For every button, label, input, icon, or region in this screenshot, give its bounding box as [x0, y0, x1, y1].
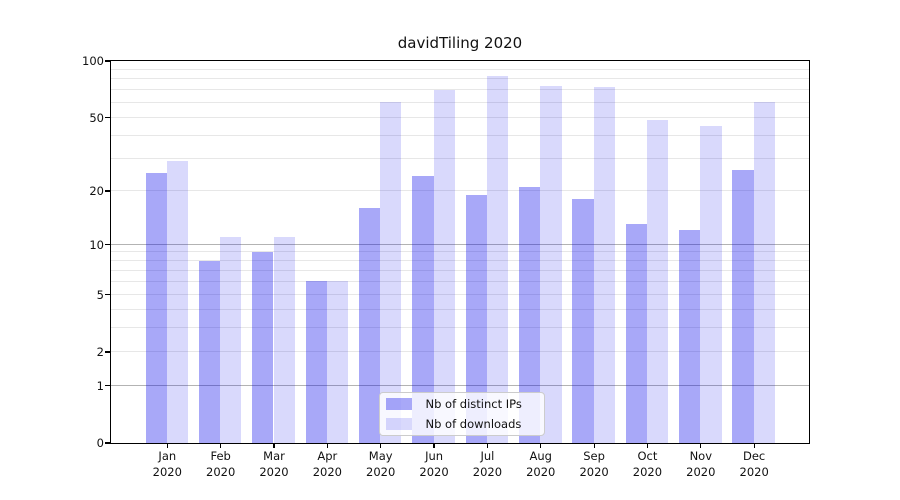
bar-downloads	[540, 86, 562, 443]
bar-distinct-ips	[358, 208, 381, 443]
bar-downloads	[326, 281, 349, 443]
gridline-major	[110, 243, 809, 245]
gridline-minor	[110, 157, 809, 159]
x-tick-mark	[273, 443, 275, 448]
y-tick-label: 10	[89, 237, 104, 252]
legend-label-downloads: Nb of downloads	[425, 416, 522, 431]
bar-downloads	[486, 75, 509, 443]
gridline-minor	[110, 116, 809, 118]
y-tick-mark	[105, 385, 110, 387]
x-tick-mark	[753, 443, 755, 448]
legend-item-distinct-ips: Nb of distinct IPs	[385, 396, 538, 411]
bar-downloads	[380, 102, 402, 443]
gridline-minor	[110, 78, 809, 80]
y-tick-mark	[105, 190, 110, 192]
x-tick-mark	[486, 443, 488, 448]
y-tick-mark	[105, 442, 110, 444]
bar-downloads	[220, 236, 242, 443]
y-tick-mark	[105, 116, 110, 119]
bar-distinct-ips	[198, 260, 221, 443]
gridline-minor	[110, 134, 809, 136]
x-tick-label: Jan 2020	[152, 449, 182, 479]
gridline-minor	[110, 68, 809, 70]
gridline-minor	[110, 260, 809, 262]
gridline-minor	[110, 269, 809, 271]
gridline-minor	[110, 190, 809, 191]
bar-distinct-ips	[625, 224, 647, 443]
x-tick-label: Nov 2020	[686, 449, 716, 479]
gridline-minor	[110, 280, 809, 282]
x-tick-mark	[593, 443, 595, 448]
y-tick-label: 20	[89, 184, 104, 198]
x-tick-label: Jul 2020	[472, 449, 503, 479]
bar-distinct-ips	[732, 169, 754, 443]
gridline-minor	[110, 89, 809, 91]
x-tick-mark	[326, 443, 328, 448]
x-tick-label: Apr 2020	[312, 449, 342, 479]
x-tick-label: Feb 2020	[206, 449, 236, 479]
y-tick-mark	[105, 243, 110, 246]
legend-swatch-distinct-ips	[385, 397, 412, 410]
bar-downloads	[646, 120, 669, 443]
bar-downloads	[166, 160, 189, 443]
gridline-minor	[110, 327, 809, 329]
bar-distinct-ips	[679, 230, 701, 443]
y-tick-label: 50	[89, 110, 104, 125]
y-tick-mark	[105, 351, 110, 353]
x-tick-mark	[646, 443, 649, 448]
bar-distinct-ips	[518, 186, 541, 443]
bar-distinct-ips	[412, 176, 434, 443]
x-tick-mark	[220, 443, 222, 448]
y-tick-label: 5	[96, 287, 104, 302]
gridline-minor	[110, 308, 809, 310]
plot-area: Nb of distinct IPs Nb of downloads	[109, 59, 810, 444]
legend: Nb of distinct IPs Nb of downloads	[378, 391, 545, 436]
x-tick-mark	[700, 443, 702, 448]
legend-label-distinct-ips: Nb of distinct IPs	[425, 396, 522, 411]
bar-downloads	[273, 236, 295, 443]
x-tick-mark	[540, 443, 542, 448]
bar-downloads	[700, 125, 722, 443]
legend-swatch-downloads	[385, 417, 412, 430]
gridline-minor	[110, 351, 809, 353]
bar-distinct-ips	[465, 194, 487, 443]
bar-downloads	[753, 102, 775, 443]
x-tick-mark	[380, 443, 382, 448]
x-tick-mark	[166, 443, 168, 448]
gridline-minor	[110, 251, 809, 253]
bar-distinct-ips	[252, 251, 274, 443]
y-tick-label: 0	[96, 436, 104, 450]
x-tick-label: Dec 2020	[739, 449, 769, 479]
x-tick-label: Sep 2020	[579, 449, 609, 479]
y-tick-label: 2	[96, 345, 104, 360]
gridline-minor	[110, 101, 809, 103]
y-tick-label: 1	[96, 378, 104, 393]
x-tick-label: May 2020	[366, 449, 396, 479]
gridline-minor	[110, 293, 809, 295]
gridline-major	[110, 384, 809, 386]
x-tick-label: Aug 2020	[526, 449, 556, 479]
y-tick-label: 100	[82, 54, 104, 68]
x-tick-label: Oct 2020	[632, 449, 663, 479]
bar-distinct-ips	[305, 281, 327, 443]
legend-item-downloads: Nb of downloads	[385, 416, 538, 431]
chart-title: davidTiling 2020	[397, 34, 523, 52]
bar-distinct-ips	[145, 172, 167, 443]
x-tick-label: Jun 2020	[419, 449, 449, 479]
y-tick-mark	[105, 294, 110, 296]
bar-downloads	[433, 89, 455, 443]
y-tick-mark	[105, 60, 110, 62]
x-tick-mark	[433, 443, 435, 448]
x-tick-label: Mar 2020	[259, 449, 289, 479]
bar-distinct-ips	[572, 198, 594, 443]
bar-downloads	[593, 87, 615, 443]
